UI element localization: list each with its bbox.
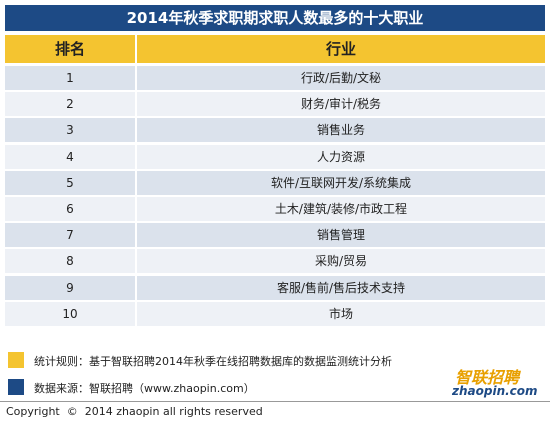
industry-cell: 行政/后勤/文秘	[137, 66, 545, 90]
note-marker	[8, 379, 24, 395]
column-header: 行业	[137, 35, 545, 63]
industry-cell: 土木/建筑/装修/市政工程	[137, 197, 545, 221]
industry-cell: 软件/互联网开发/系统集成	[137, 170, 545, 195]
table-title: 2014年秋季求职期求职人数最多的十大职业	[5, 5, 545, 31]
industry-cell: 销售业务	[137, 118, 545, 143]
note-marker	[8, 352, 24, 368]
rank-cell: 7	[5, 223, 135, 248]
industry-cell: 财务/审计/税务	[137, 92, 545, 117]
rank-cell: 6	[5, 197, 135, 221]
rank-cell: 5	[5, 170, 135, 195]
industry-cell: 市场	[137, 301, 545, 326]
rank-cell: 10	[5, 301, 135, 326]
note: 数据来源：智联招聘（www.zhaopin.com）	[34, 382, 255, 395]
note: 统计规则：基于智联招聘2014年秋季在线招聘数据库的数据监测统计分析	[34, 355, 392, 368]
rank-cell: 9	[5, 275, 135, 300]
industry-cell: 销售管理	[137, 223, 545, 248]
rank-cell: 2	[5, 92, 135, 117]
industry-cell: 客服/售前/售后技术支持	[137, 275, 545, 300]
rank-cell: 3	[5, 118, 135, 143]
divider	[0, 401, 550, 402]
rank-cell: 8	[5, 249, 135, 274]
rank-cell: 4	[5, 144, 135, 169]
industry-cell: 人力资源	[137, 144, 545, 169]
logo-name: 智联招聘	[455, 368, 520, 387]
logo-domain: zhaopin.com	[452, 384, 538, 398]
column-header: 排名	[5, 35, 135, 63]
industry-cell: 采购/贸易	[137, 249, 545, 274]
copyright: Copyright © 2014 zhaopin all rights rese…	[6, 405, 263, 418]
rank-cell: 1	[5, 66, 135, 90]
